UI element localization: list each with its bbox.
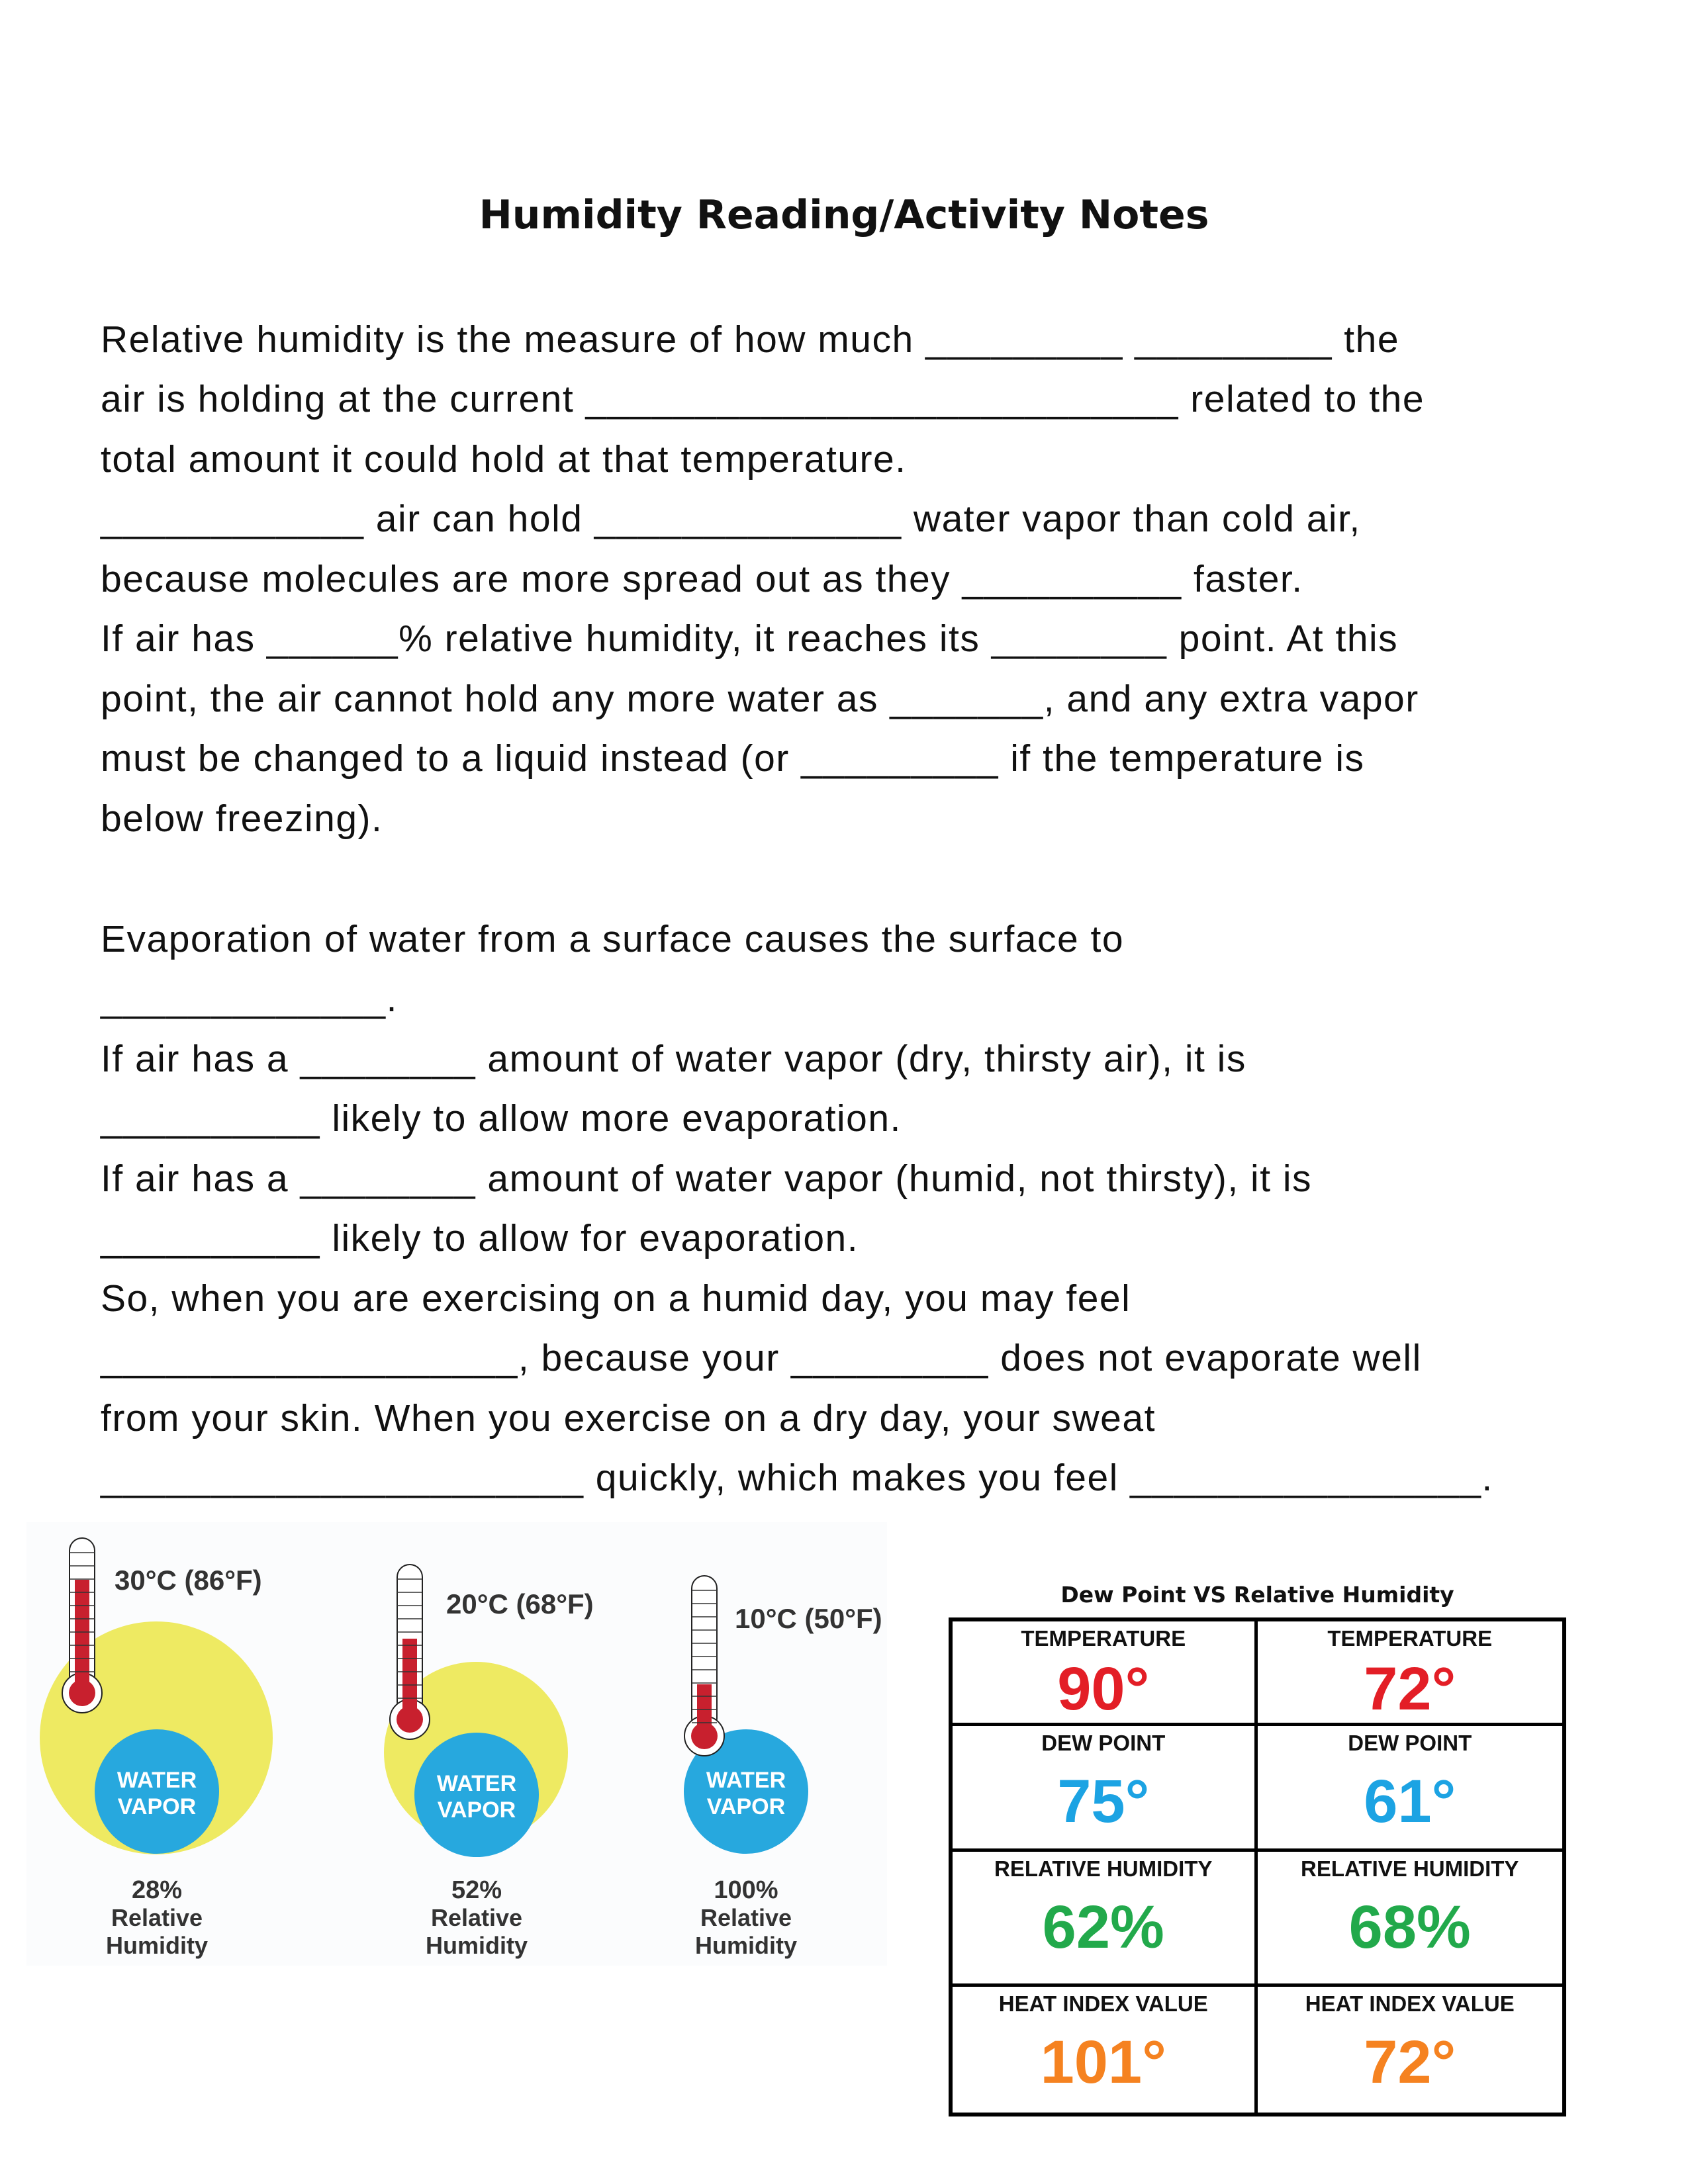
cell-value: 90° bbox=[1057, 1655, 1150, 1723]
table-cell: HEAT INDEX VALUE 101° bbox=[953, 1987, 1258, 2113]
water-vapor-label: WATER bbox=[706, 1768, 786, 1793]
text-line: total amount it could hold at that tempe… bbox=[101, 438, 907, 480]
text-line: If air has a ________ amount of water va… bbox=[101, 1158, 1313, 1200]
humidity-label: Humidity bbox=[106, 1932, 208, 1959]
text-line: below freezing). bbox=[101, 797, 383, 840]
text-line: must be changed to a liquid instead (or … bbox=[101, 737, 1365, 780]
table-cell: RELATIVE HUMIDITY 68% bbox=[1257, 1852, 1562, 1987]
cell-label: DEW POINT bbox=[1348, 1731, 1472, 1755]
table-cell: HEAT INDEX VALUE 72° bbox=[1258, 1987, 1563, 2113]
text-line: _____________. bbox=[101, 978, 398, 1020]
temperature-label: 10°C (50°F) bbox=[735, 1603, 882, 1634]
cell-value: 75° bbox=[1057, 1768, 1150, 1835]
cell-value: 72° bbox=[1364, 2028, 1456, 2096]
cell-label: DEW POINT bbox=[1041, 1731, 1166, 1755]
text-line: point, the air cannot hold any more wate… bbox=[101, 678, 1419, 720]
text-line: because molecules are more spread out as… bbox=[101, 558, 1303, 600]
table-cell: TEMPERATURE 90° bbox=[953, 1621, 1258, 1726]
thermometer-icon bbox=[62, 1537, 103, 1713]
text-line: Evaporation of water from a surface caus… bbox=[101, 918, 1125, 960]
cell-label: RELATIVE HUMIDITY bbox=[994, 1856, 1213, 1881]
water-vapor-circle bbox=[684, 1729, 808, 1854]
dew-point-table: TEMPERATURE 90° TEMPERATURE 72° DEW POINT 75°… bbox=[949, 1617, 1566, 2116]
thermometer-icon bbox=[684, 1575, 725, 1756]
text-line: If air has ______% relative humidity, it… bbox=[101, 617, 1399, 660]
table-cell: DEW POINT 75° bbox=[953, 1726, 1258, 1852]
water-vapor-label: WATER bbox=[437, 1771, 516, 1796]
humidity-label: Humidity bbox=[695, 1932, 797, 1959]
water-vapor-circle bbox=[414, 1733, 539, 1857]
cell-label: TEMPERATURE bbox=[1021, 1626, 1186, 1651]
relative-label: Relative bbox=[111, 1904, 203, 1931]
text-line: ____________ air can hold ______________… bbox=[101, 498, 1361, 540]
text-line: air is holding at the current __________… bbox=[101, 378, 1425, 420]
table-title: Dew Point VS Relative Humidity bbox=[1060, 1582, 1454, 1608]
cell-label: TEMPERATURE bbox=[1327, 1626, 1493, 1651]
water-vapor-circle bbox=[95, 1729, 219, 1854]
text-line: __________ likely to allow for evaporati… bbox=[101, 1217, 859, 1259]
text-line: ___________________, because your ______… bbox=[101, 1337, 1422, 1379]
text-line: __________ likely to allow more evaporat… bbox=[101, 1097, 902, 1140]
thermometer-icon bbox=[389, 1564, 430, 1740]
relative-label: Relative bbox=[431, 1904, 522, 1931]
table-cell: RELATIVE HUMIDITY 62% bbox=[953, 1852, 1258, 1987]
temperature-label: 20°C (68°F) bbox=[446, 1588, 594, 1619]
cell-label: HEAT INDEX VALUE bbox=[1305, 1991, 1515, 2016]
page-title: Humidity Reading/Activity Notes bbox=[479, 192, 1209, 238]
water-vapor-label: VAPOR bbox=[118, 1794, 196, 1819]
cell-value: 101° bbox=[1040, 2028, 1166, 2096]
cell-label: HEAT INDEX VALUE bbox=[998, 1991, 1208, 2016]
cell-value: 62% bbox=[1042, 1893, 1164, 1961]
humidity-percent: 100% bbox=[714, 1876, 778, 1904]
water-vapor-label: VAPOR bbox=[438, 1797, 516, 1823]
humidity-percent: 52% bbox=[451, 1876, 502, 1904]
text-line: So, when you are exercising on a humid d… bbox=[101, 1277, 1131, 1320]
water-vapor-label: VAPOR bbox=[707, 1794, 785, 1819]
temperature-label: 30°C (86°F) bbox=[115, 1565, 262, 1596]
text-line: ______________________ quickly, which ma… bbox=[101, 1457, 1493, 1499]
humidity-label: Humidity bbox=[426, 1932, 528, 1959]
text-line: If air has a ________ amount of water va… bbox=[101, 1038, 1246, 1080]
cell-label: RELATIVE HUMIDITY bbox=[1301, 1856, 1519, 1881]
table-cell: DEW POINT 61° bbox=[1257, 1726, 1562, 1852]
cell-value: 68% bbox=[1348, 1893, 1471, 1961]
humidity-figure: 30°C (86°F)WATERVAPOR28%RelativeHumidity… bbox=[26, 1522, 887, 1966]
relative-label: Relative bbox=[700, 1904, 792, 1931]
water-vapor-label: WATER bbox=[117, 1768, 197, 1793]
cell-value: 61° bbox=[1364, 1768, 1456, 1835]
cell-value: 72° bbox=[1364, 1655, 1456, 1723]
text-line: from your skin. When you exercise on a d… bbox=[101, 1397, 1156, 1439]
table-cell: TEMPERATURE 72° bbox=[1257, 1621, 1562, 1726]
text-line: Relative humidity is the measure of how … bbox=[101, 318, 1400, 361]
humidity-percent: 28% bbox=[132, 1876, 182, 1904]
